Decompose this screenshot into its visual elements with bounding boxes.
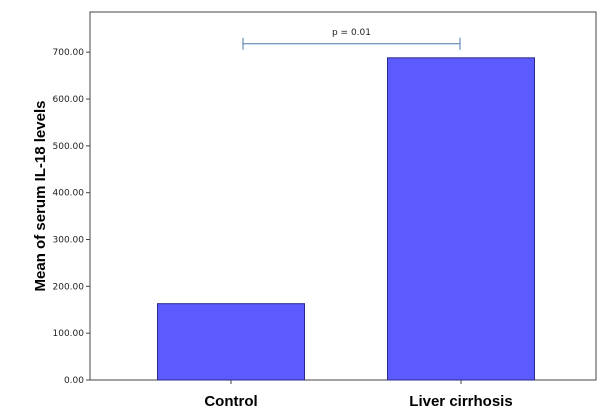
y-axis-ticks: 0.00 100.00 200.00 300.00 400.00 500.00 600.00… [53, 48, 90, 386]
significance-annotation: p = 0.01 [242, 28, 461, 50]
bars [157, 57, 535, 381]
y-axis-title: Mean of serum IL-18 levels [32, 101, 49, 292]
y-tick-label: 400.00 [53, 189, 85, 199]
y-tick-label: 100.00 [53, 329, 85, 339]
y-tick-label: 0.00 [64, 376, 84, 386]
x-category-label: Liver cirrhosis [409, 393, 512, 410]
bar-liver-cirrhosis [387, 57, 535, 381]
y-tick-label: 600.00 [53, 95, 85, 105]
p-value-label: p = 0.01 [332, 28, 371, 38]
y-tick-label: 300.00 [53, 236, 85, 246]
y-tick-label: 200.00 [53, 282, 85, 292]
x-axis-category-labels: Control Liver cirrhosis [204, 380, 513, 410]
y-tick-label: 700.00 [53, 48, 85, 58]
x-category-label: Control [204, 393, 257, 410]
bar-control [157, 303, 305, 381]
y-tick-label: 500.00 [53, 142, 85, 152]
